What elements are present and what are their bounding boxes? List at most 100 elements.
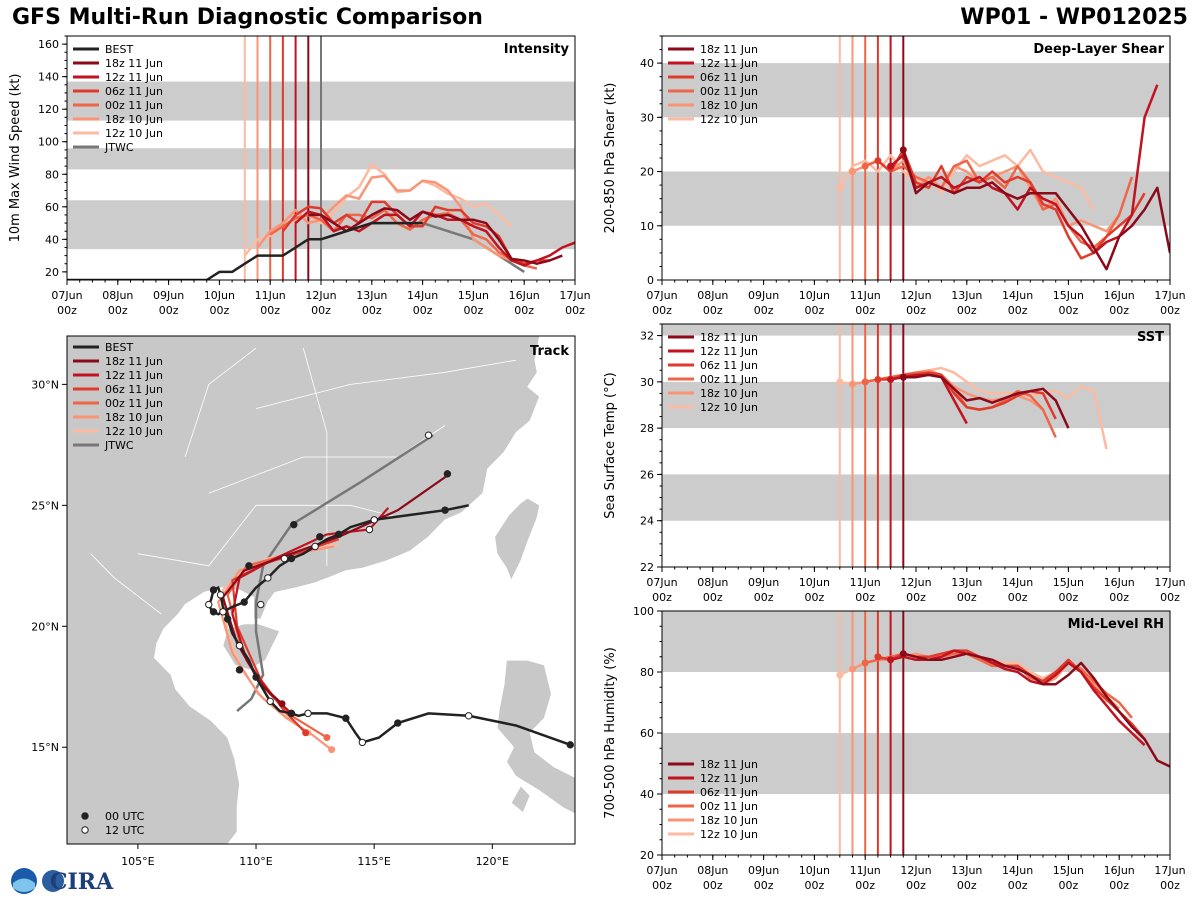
- x-tick-label: 00z: [805, 591, 825, 604]
- run-track-start: [328, 746, 336, 754]
- y-tick-label: 40: [45, 233, 59, 246]
- x-tick-label: 16Jun: [1104, 289, 1135, 302]
- marker-12utc: [304, 709, 312, 718]
- x-tick-label: 13Jun: [951, 864, 982, 877]
- x-tick-label: 10Jun: [799, 289, 830, 302]
- x-tick-label: 17Jun: [559, 289, 590, 302]
- series-start-point: [836, 184, 844, 192]
- marker-00utc: [245, 562, 253, 570]
- x-tick-label: 08Jun: [697, 576, 728, 589]
- x-tick-label: 09Jun: [748, 289, 779, 302]
- legend-label: 12z 11 Jun: [700, 57, 758, 70]
- x-tick-label: 08Jun: [697, 289, 728, 302]
- luzon-island: [496, 659, 575, 815]
- shear-chart: 0 10 20 30 40 07Jun 00z 08Jun 00z 09Jun 00z 10Jun 00…: [603, 35, 1186, 317]
- x-tick-label: 16Jun: [1104, 864, 1135, 877]
- x-tick-label: 12Jun: [900, 289, 931, 302]
- legend-label: 18z 11 Jun: [700, 43, 758, 56]
- province-border: [208, 425, 446, 494]
- x-tick-label: 15Jun: [1053, 289, 1084, 302]
- series-start-point: [849, 168, 856, 176]
- y-axis-label: 200-850 hPa Shear (kt): [603, 83, 618, 234]
- rh-chart: 20 40 60 80 100 07Jun 00z 08Jun 00z 09Jun 00z 10Jun…: [603, 605, 1186, 892]
- x-tick-label: 00z: [1109, 304, 1129, 317]
- x-tick-label: 12Jun: [305, 289, 336, 302]
- x-tick-label: 10Jun: [204, 289, 235, 302]
- series-start-point: [849, 380, 856, 388]
- x-tick-label: 12Jun: [900, 576, 931, 589]
- best-track-line: [67, 221, 423, 280]
- x-tick-label: 13Jun: [951, 576, 982, 589]
- x-tick-label: 11Jun: [255, 289, 286, 302]
- series-start-point: [849, 665, 856, 673]
- y-tick-label: 60: [640, 727, 654, 740]
- legend-label: 18z 11 Jun: [700, 758, 758, 771]
- x-tick-label: 00z: [1160, 879, 1180, 892]
- marker-legend-label: 00 UTC: [105, 810, 145, 823]
- x-tick-label: 00z: [1160, 304, 1180, 317]
- legend-label: 18z 11 Jun: [700, 331, 758, 344]
- series-start-point: [874, 157, 882, 165]
- series-start-point: [899, 146, 907, 154]
- legend-label: 12z 10 Jun: [105, 127, 163, 140]
- x-tick-label: 00z: [855, 591, 875, 604]
- x-tick-label: 10Jun: [799, 576, 830, 589]
- x-tick-label: 00z: [108, 304, 128, 317]
- marker-00utc: [316, 533, 324, 541]
- y-tick-label: 22: [640, 561, 654, 574]
- province-border: [302, 347, 328, 566]
- lon-tick-label: 110°E: [239, 855, 272, 868]
- series-line-06z-11-jun: [877, 649, 1146, 740]
- legend-label: 12z 10 Jun: [105, 425, 163, 438]
- x-tick-label: 00z: [754, 879, 774, 892]
- panel-title: Mid-Level RH: [1068, 617, 1164, 632]
- x-tick-label: 00z: [754, 591, 774, 604]
- y-tick-label: 80: [45, 168, 59, 181]
- y-tick-label: 80: [640, 666, 654, 679]
- province-border: [184, 347, 257, 458]
- lat-tick-label: 25°N: [31, 499, 59, 512]
- x-tick-label: 11Jun: [850, 864, 881, 877]
- series-line-18z-11-jun: [903, 652, 1170, 768]
- marker-00utc: [287, 709, 296, 718]
- y-tick-label: 100: [633, 605, 654, 618]
- track-map: 105°E 110°E 115°E 120°E 15°N 20°N 25°N 30°N Trac…: [31, 335, 576, 868]
- marker-00utc: [235, 666, 244, 674]
- map-area: [67, 336, 575, 844]
- legend-label: JTWC: [104, 439, 134, 452]
- marker-12utc: [264, 574, 272, 582]
- marker-00utc: [342, 714, 350, 722]
- y-tick-label: 60: [45, 201, 59, 214]
- x-tick-label: 00z: [855, 304, 875, 317]
- marker-00utc: [290, 520, 298, 529]
- x-tick-label: 00z: [1109, 591, 1129, 604]
- lat-tick-label: 30°N: [31, 378, 59, 391]
- y-tick-label: 30: [640, 111, 654, 124]
- x-tick-label: 15Jun: [1053, 864, 1084, 877]
- y-tick-label: 40: [640, 57, 654, 70]
- mainland-land: [67, 336, 541, 844]
- shear-plot-area: [662, 36, 1170, 280]
- lat-tick-label: 15°N: [31, 741, 59, 754]
- x-tick-label: 00z: [703, 879, 723, 892]
- legend-label: 06z 11 Jun: [105, 383, 163, 396]
- marker-12utc: [266, 697, 274, 705]
- y-tick-label: 32: [640, 330, 654, 343]
- series-line-18z-11-jun: [903, 373, 1070, 429]
- x-tick-label: 00z: [906, 591, 926, 604]
- x-tick-label: 00z: [855, 879, 875, 892]
- province-border: [255, 359, 516, 409]
- legend-label: 00z 11 Jun: [700, 800, 758, 813]
- x-tick-label: 14Jun: [1002, 864, 1033, 877]
- legend-label: 00z 11 Jun: [700, 373, 758, 386]
- legend-label: 12z 10 Jun: [700, 113, 758, 126]
- x-tick-label: 11Jun: [850, 289, 881, 302]
- x-tick-label: 00z: [957, 304, 977, 317]
- x-tick-label: 00z: [754, 304, 774, 317]
- x-tick-label: 00z: [362, 304, 382, 317]
- marker-12utc: [280, 554, 289, 563]
- legend-label: 18z 11 Jun: [105, 57, 163, 70]
- y-tick-label: 20: [45, 266, 59, 279]
- panel-title: Intensity: [504, 42, 570, 57]
- legend-label: 18z 11 Jun: [105, 355, 163, 368]
